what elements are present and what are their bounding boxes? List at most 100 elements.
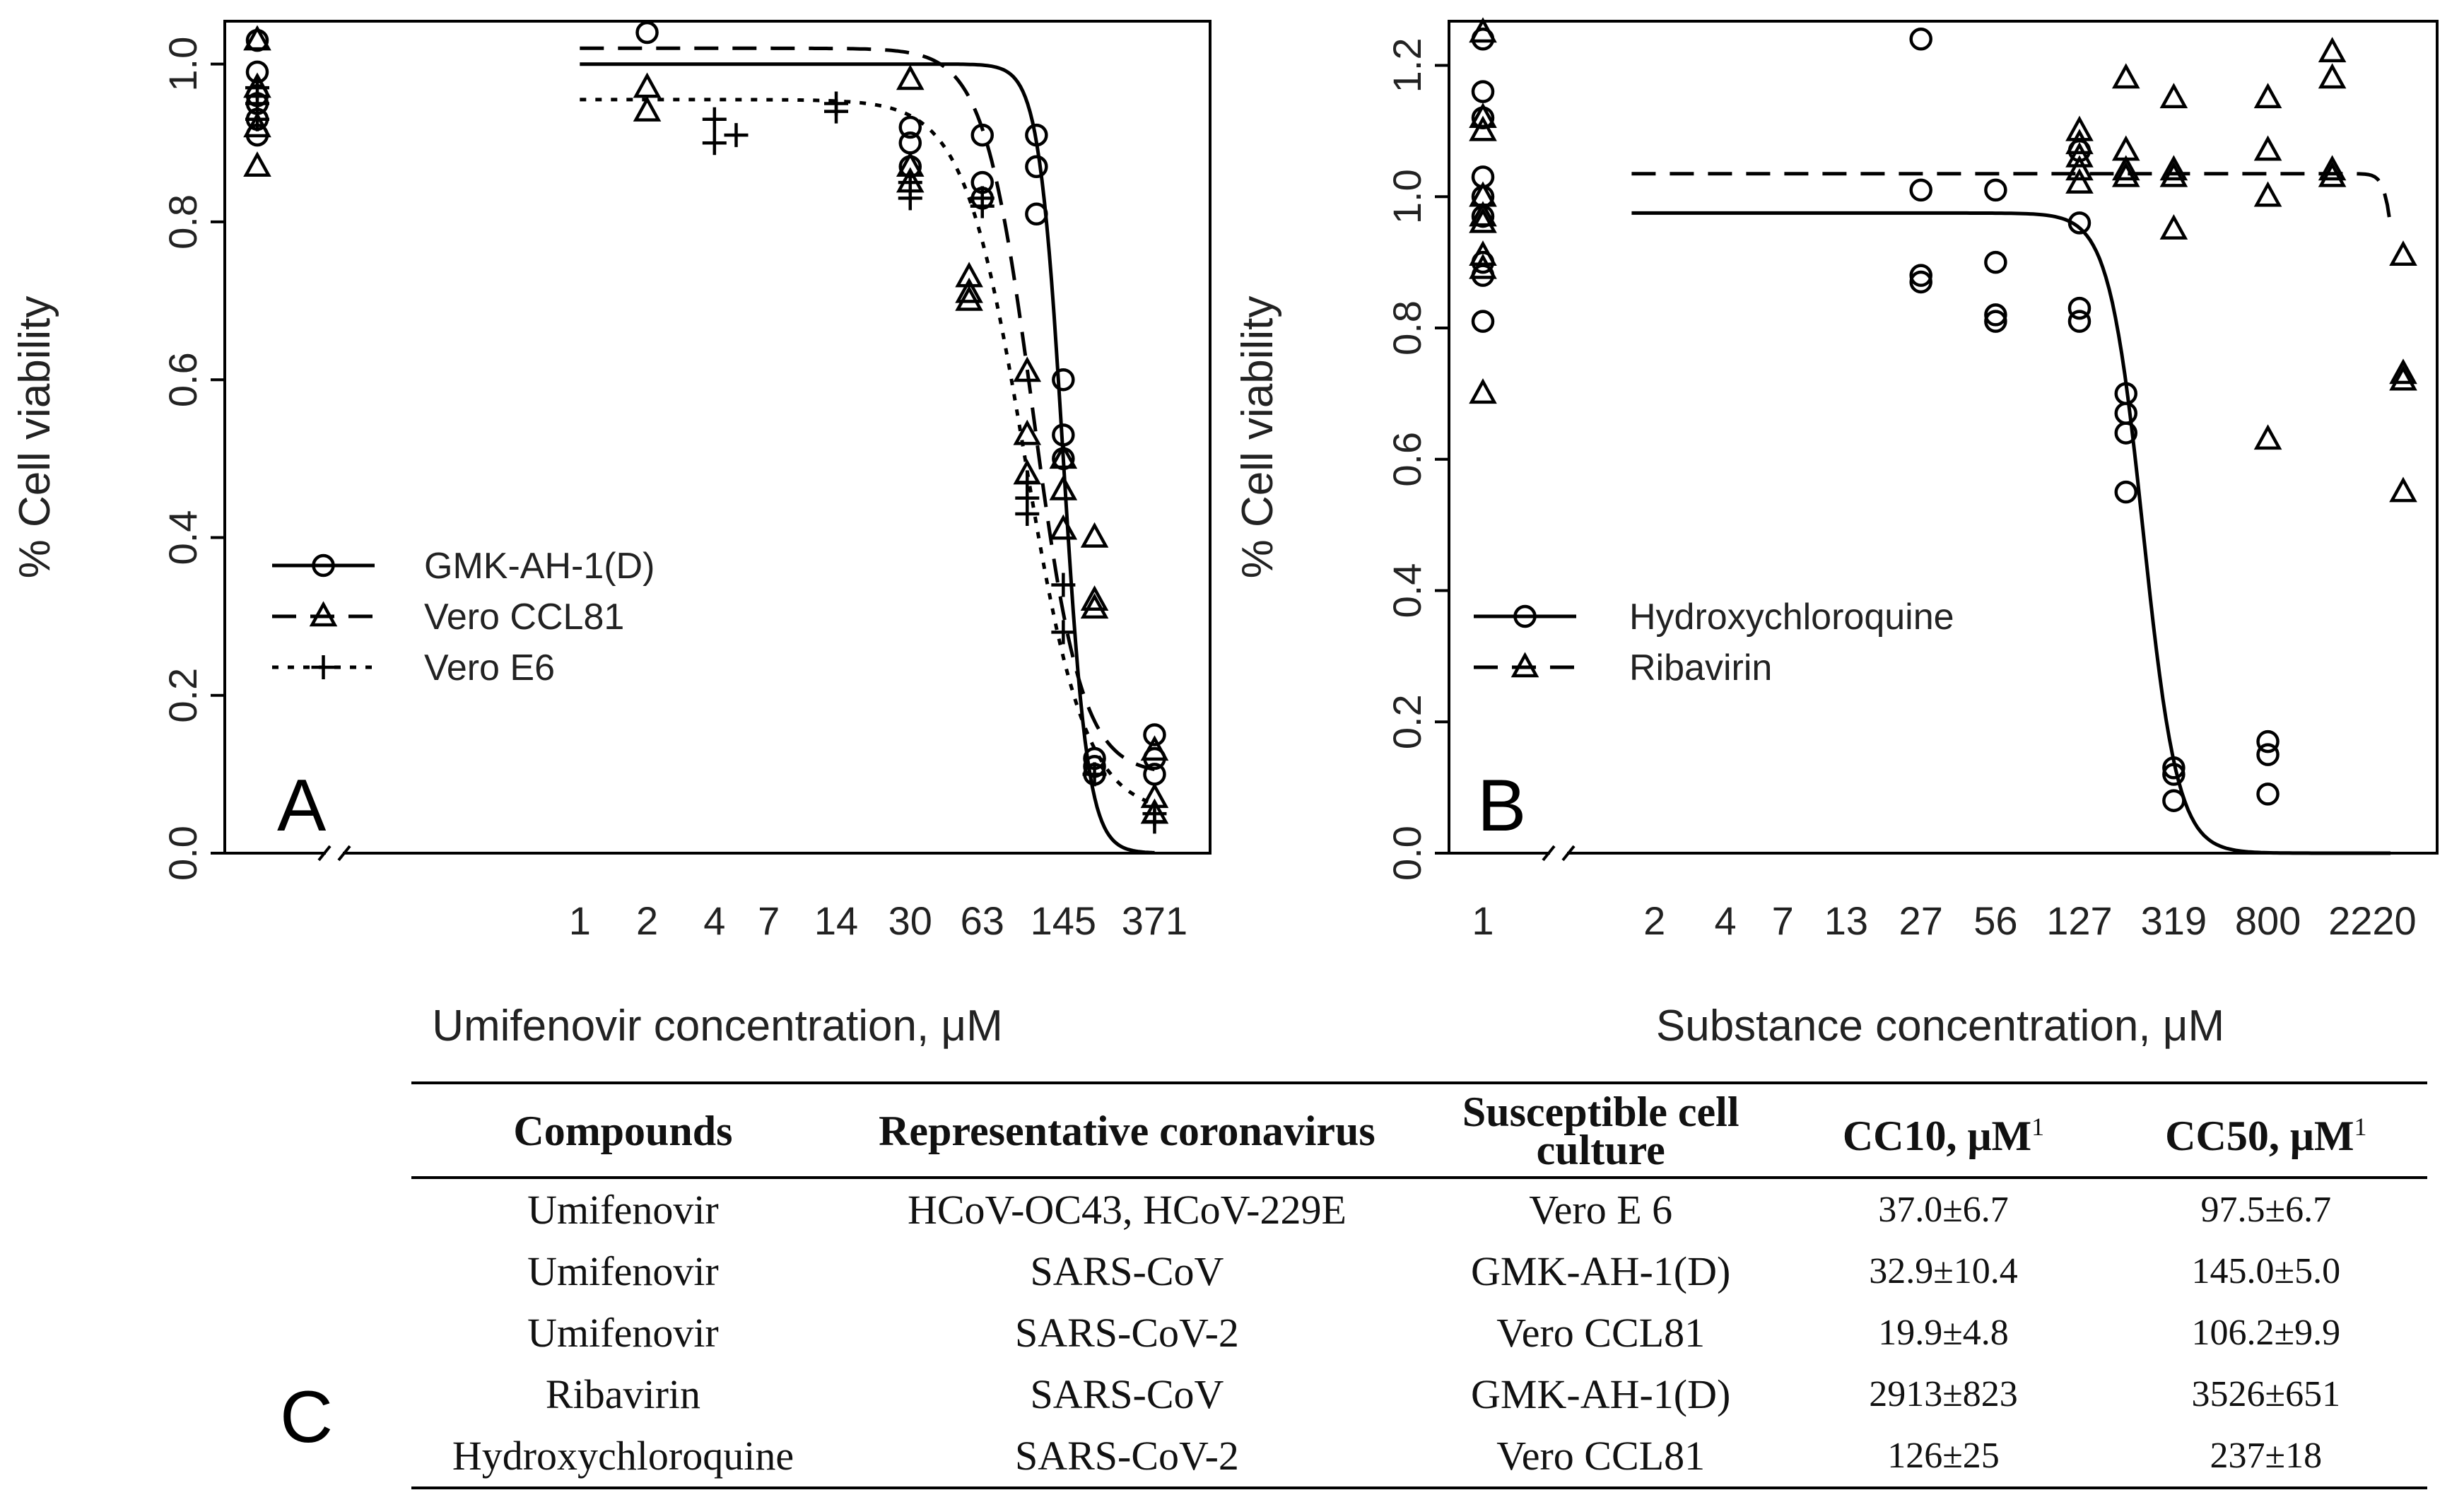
table-row: Ribavirin SARS-CoV GMK-AH-1(D) 2913±823 …: [411, 1364, 2427, 1425]
data-point-circle: [2114, 480, 2138, 504]
data-point-triangle: [2253, 424, 2282, 450]
data-point-plus: [1082, 762, 1107, 787]
data-point-triangle: [2065, 168, 2094, 194]
table-cell: GMK-AH-1(D): [1471, 1371, 1731, 1417]
data-point-circle: [1052, 368, 1075, 392]
table-cell: 37.0±6.7: [1878, 1190, 2009, 1230]
data-point-circle: [1909, 264, 1932, 287]
data-point-triangle: [2111, 155, 2140, 181]
x-tick-label: 27: [1899, 898, 1943, 943]
data-point-circle: [635, 20, 659, 45]
y-tick-label: 0.8: [160, 194, 205, 250]
column-header: CC50, μM1: [2104, 1083, 2427, 1179]
data-point-plus: [970, 194, 995, 218]
table-cell: 145.0±5.0: [2191, 1251, 2341, 1291]
x-tick-label: 127: [2046, 898, 2112, 943]
table-cell: Vero CCL81: [1496, 1310, 1706, 1356]
data-point-triangle: [896, 64, 925, 90]
data-point-plus: [702, 107, 727, 131]
data-point-triangle: [1469, 102, 1497, 128]
x-tick-label: 800: [2235, 898, 2301, 943]
data-point-triangle: [1469, 201, 1497, 227]
column-header: Representative coronavirus: [834, 1083, 1419, 1179]
axis-break-mark: [1561, 845, 1576, 862]
axis-break-mark: [337, 845, 351, 862]
x-tick-label: 319: [2141, 898, 2207, 943]
data-point-circle: [1909, 28, 1932, 51]
x-tick-label: 4: [1715, 898, 1737, 943]
y-tick-label: 0.6: [160, 352, 205, 407]
column-header-label: Representative coronavirus: [879, 1108, 1375, 1154]
y-tick-label: 1.0: [160, 37, 205, 92]
plot-frame: [223, 20, 1212, 855]
data-point-circle: [1984, 310, 2007, 333]
column-header-label: CC50, μM: [2165, 1112, 2354, 1159]
data-point-circle: [1513, 604, 1537, 628]
table-cell: HCoV-OC43, HCoV-229E: [907, 1187, 1347, 1233]
legend-label: Ribavirin: [1629, 647, 1772, 688]
table-cell: Hydroxychloroquine: [411, 1425, 835, 1489]
data-point-plus: [311, 655, 336, 679]
data-point-triangle: [1469, 253, 1497, 279]
data-point-triangle: [1469, 378, 1497, 404]
table-cell: 2913±823: [1869, 1374, 2018, 1414]
data-point-triangle: [1013, 419, 1042, 445]
axis-break-gap: [326, 846, 343, 860]
fit-curve-vero-ccl81: [580, 46, 1156, 772]
table-cell: Umifenovir: [527, 1310, 719, 1356]
data-point-triangle: [633, 95, 662, 122]
x-tick-label: 7: [1772, 898, 1794, 943]
table-cell: Vero E 6: [1529, 1187, 1673, 1233]
table-cell: 126±25: [1782, 1425, 2105, 1489]
table-cell: 3526±651: [2191, 1374, 2341, 1414]
x-tick-label: 14: [814, 898, 858, 943]
fit-curve-vero-e6: [580, 98, 1156, 806]
data-point-circle: [898, 115, 922, 139]
x-tick-label: 371: [1122, 898, 1187, 943]
data-point-circle: [1025, 202, 1048, 226]
data-point-circle: [2114, 421, 2138, 445]
x-tick-label: 4: [703, 898, 725, 943]
data-point-triangle: [2318, 155, 2347, 181]
data-point-triangle: [1469, 240, 1497, 266]
data-point-plus: [898, 186, 922, 211]
data-point-circle: [1471, 310, 1495, 333]
cytotoxicity-table-container: Compounds Representative coronavirus Sus…: [411, 1081, 2427, 1489]
data-point-triangle: [2253, 135, 2282, 161]
data-point-plus: [1142, 809, 1167, 834]
table-cell: 237±18: [2104, 1425, 2427, 1489]
y-tick-label: 0.4: [1385, 563, 1429, 618]
y-axis-title: % Cell viability: [1233, 296, 1282, 579]
x-tick-label: 2: [636, 898, 658, 943]
table-header-row: Compounds Representative coronavirus Sus…: [411, 1083, 2427, 1179]
x-tick-label: 30: [888, 898, 932, 943]
fit-curve-gmk-ah-1-d-: [580, 62, 1155, 855]
y-tick-label: 0.0: [1385, 826, 1429, 881]
data-point-triangle: [2318, 37, 2347, 63]
data-point-triangle: [1469, 207, 1497, 233]
data-point-circle: [2256, 743, 2280, 766]
data-point-triangle: [2159, 83, 2188, 109]
column-header: Susceptible cell culture: [1419, 1083, 1783, 1179]
x-tick-label: 145: [1031, 898, 1096, 943]
data-point-triangle: [1080, 585, 1109, 611]
data-point-triangle: [2065, 115, 2094, 141]
x-tick-label: 1: [1472, 898, 1494, 943]
data-point-circle: [2162, 756, 2186, 780]
footnote-marker: 1: [2031, 1112, 2045, 1141]
data-point-triangle: [2318, 63, 2347, 89]
data-point-plus: [824, 99, 849, 124]
data-point-triangle: [2111, 161, 2140, 187]
data-point-circle: [2114, 401, 2138, 425]
data-point-triangle: [955, 277, 983, 303]
data-point-circle: [2162, 789, 2186, 812]
data-point-triangle: [2065, 141, 2094, 168]
table-row: Hydroxychloroquine SARS-CoV-2 Vero CCL81…: [411, 1425, 2427, 1489]
axis-break-gap: [1550, 846, 1567, 860]
axis-break-mark: [317, 845, 332, 862]
x-tick-label: 13: [1824, 898, 1868, 943]
data-point-triangle: [2253, 83, 2282, 109]
data-point-circle: [2256, 782, 2280, 806]
table-cell: Vero CCL81: [1419, 1425, 1783, 1489]
